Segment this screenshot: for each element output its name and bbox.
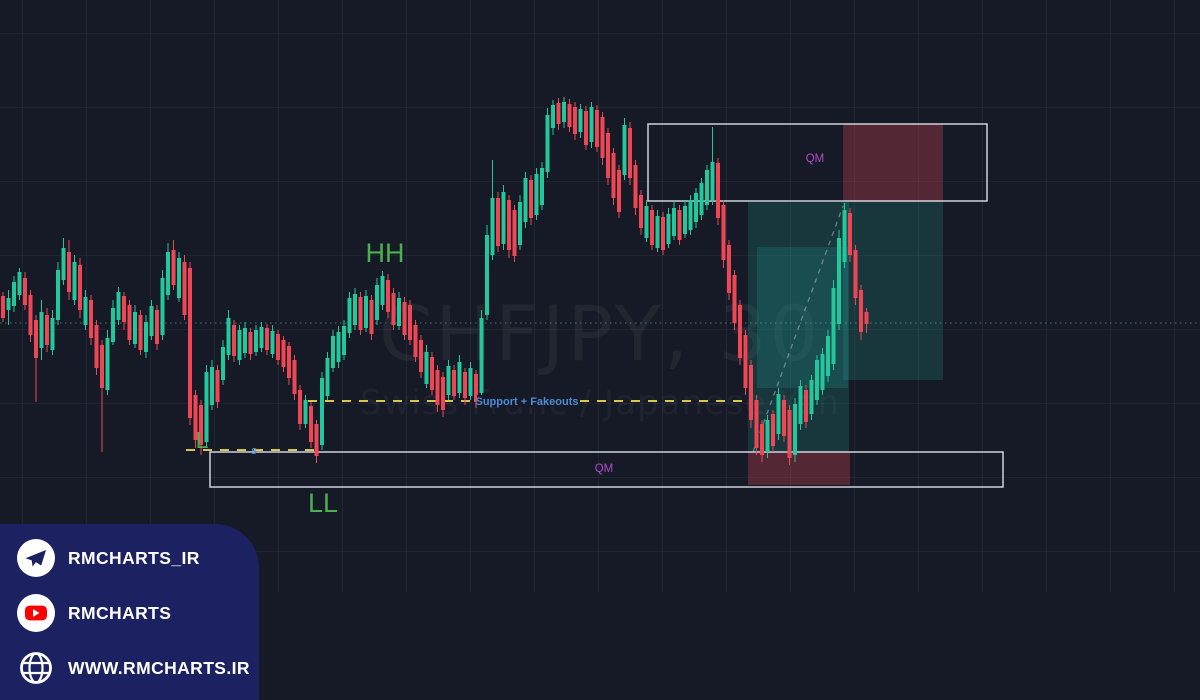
website-url: WWW.RMCHARTS.IR [68, 657, 250, 678]
svg-text:Support + Fakeouts: Support + Fakeouts [476, 396, 579, 408]
social-panel: RMCHARTS_IR RMCHARTS WWW.RMCHARTS.IR [0, 524, 259, 700]
telegram-icon [17, 539, 55, 577]
chart-grid [0, 0, 1200, 592]
social-row-telegram: RMCHARTS_IR [17, 539, 259, 577]
social-row-website: WWW.RMCHARTS.IR [17, 649, 259, 687]
svg-text:QM: QM [595, 463, 614, 475]
svg-text:s: s [251, 445, 257, 457]
youtube-handle: RMCHARTS [68, 602, 172, 623]
svg-text:QM: QM [806, 153, 825, 165]
globe-icon [20, 652, 52, 684]
youtube-icon [17, 594, 55, 632]
telegram-handle: RMCHARTS_IR [68, 547, 200, 568]
social-row-youtube: RMCHARTS [17, 594, 259, 632]
svg-text:LL: LL [308, 488, 338, 518]
svg-text:HH: HH [366, 238, 405, 268]
svg-text:L: L [196, 427, 209, 453]
